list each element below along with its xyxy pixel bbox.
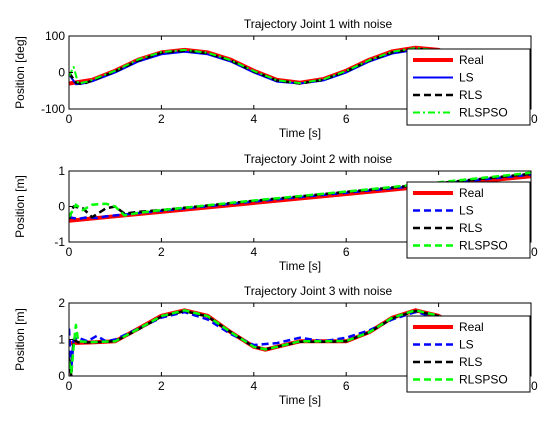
x-tick-label: 6: [343, 245, 350, 259]
x-axis-label: Time [s]: [279, 126, 321, 140]
y-tick-label: 0: [58, 200, 65, 214]
y-tick-label: 1: [58, 333, 65, 347]
chart-title: Trajectory Joint 1 with noise: [244, 17, 393, 31]
legend-label-rlspso: RLSPSO: [459, 239, 508, 253]
y-axis-label: Position [deg]: [13, 36, 27, 109]
y-axis-label: Position [m]: [13, 175, 27, 238]
subplot-3: 0246810012Trajectory Joint 3 with noiseT…: [13, 284, 538, 407]
y-tick-label: 0: [58, 369, 65, 383]
x-tick-label: 2: [158, 245, 165, 259]
x-tick-label: 2: [158, 379, 165, 393]
x-tick-label: 0: [66, 245, 73, 259]
series-line-rlspso: [69, 47, 531, 85]
x-axis-label: Time [s]: [279, 259, 321, 273]
x-tick-label: 4: [250, 379, 257, 393]
y-tick-label: 2: [58, 296, 65, 310]
legend-label-real: Real: [459, 320, 484, 334]
series-line-rls: [69, 172, 531, 220]
legend-label-rlspso: RLSPSO: [459, 373, 508, 387]
y-tick-label: -100: [41, 102, 65, 116]
series-line-rlspso: [69, 309, 531, 374]
legend-label-rlspso: RLSPSO: [459, 106, 508, 120]
chart-title: Trajectory Joint 2 with noise: [244, 152, 393, 166]
legend-label-real: Real: [459, 53, 484, 67]
legend-label-ls: LS: [459, 204, 474, 218]
x-tick-label: 4: [250, 112, 257, 126]
chart-title: Trajectory Joint 3 with noise: [244, 284, 393, 298]
series-line-rlspso: [69, 171, 531, 218]
legend-label-real: Real: [459, 186, 484, 200]
x-tick-label: 0: [66, 112, 73, 126]
y-tick-label: 100: [45, 29, 65, 43]
y-tick-label: 0: [58, 66, 65, 80]
x-tick-label: 0: [66, 379, 73, 393]
y-tick-label: -1: [54, 235, 65, 249]
x-tick-label: 2: [158, 112, 165, 126]
legend-label-rls: RLS: [459, 88, 482, 102]
legend: Real LS RLS RLSPSO: [406, 48, 531, 126]
legend-label-rls: RLS: [459, 221, 482, 235]
legend-label-ls: LS: [459, 338, 474, 352]
legend-label-ls: LS: [459, 71, 474, 85]
y-tick-label: 1: [58, 164, 65, 178]
legend: Real LS RLS RLSPSO: [406, 315, 531, 393]
x-axis-label: Time [s]: [279, 393, 321, 407]
x-tick-label: 6: [343, 379, 350, 393]
x-tick-label: 4: [250, 245, 257, 259]
legend-label-rls: RLS: [459, 355, 482, 369]
legend: Real LS RLS RLSPSO: [406, 181, 531, 259]
x-tick-label: 6: [343, 112, 350, 126]
y-axis-label: Position [m]: [13, 308, 27, 371]
